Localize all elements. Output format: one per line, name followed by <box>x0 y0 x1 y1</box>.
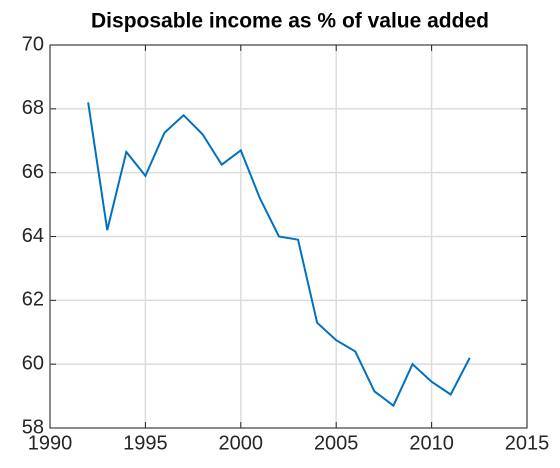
x-tick-label: 1995 <box>123 432 168 454</box>
data-line <box>87 102 471 408</box>
x-tick-label: 2010 <box>409 432 454 454</box>
plot-frame <box>49 44 528 429</box>
y-tick-label: 68 <box>22 97 44 119</box>
chart-title: Disposable income as % of value added <box>91 10 489 33</box>
y-tick-label: 62 <box>22 289 44 311</box>
x-tick-label: 2015 <box>505 432 550 454</box>
y-tick-label: 70 <box>22 33 44 55</box>
y-tick-label: 58 <box>22 416 44 438</box>
x-tick-label: 2000 <box>219 432 264 454</box>
y-tick-label: 60 <box>22 352 44 374</box>
y-tick-label: 64 <box>22 225 44 247</box>
x-tick-label: 1990 <box>28 432 73 454</box>
x-tick-label: 2005 <box>314 432 359 454</box>
y-tick-label: 66 <box>22 161 44 183</box>
